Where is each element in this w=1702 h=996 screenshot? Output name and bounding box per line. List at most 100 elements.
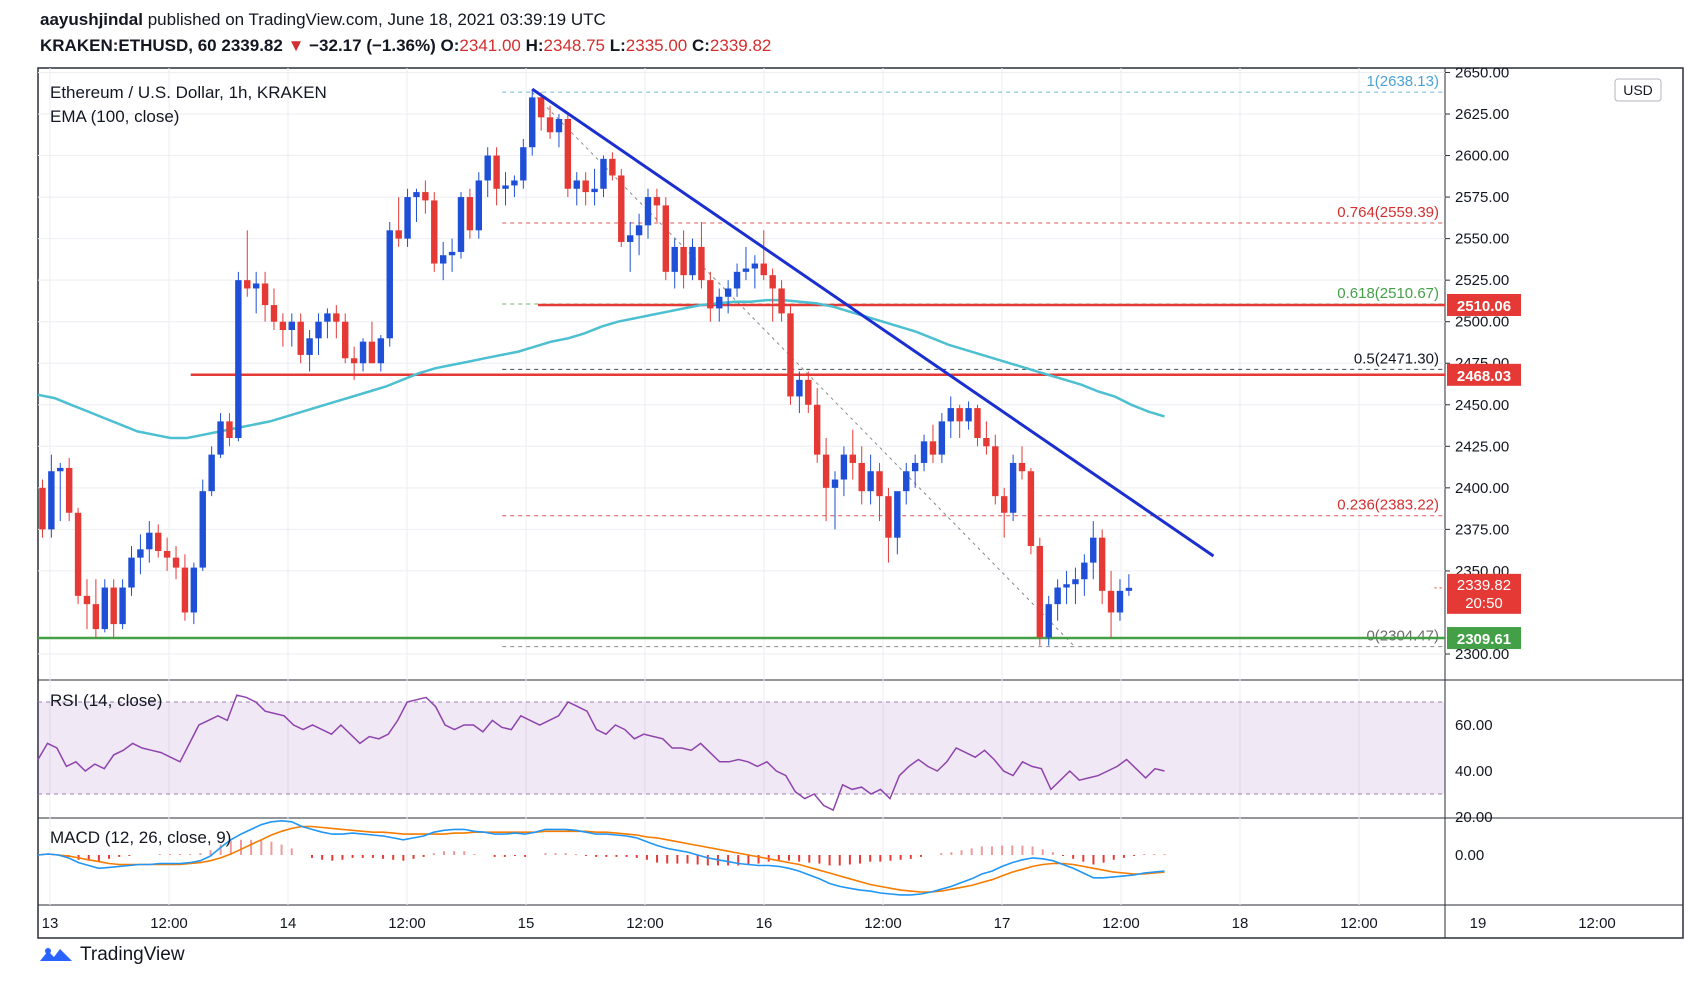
candle-body xyxy=(279,321,287,330)
candle-body xyxy=(635,225,643,236)
bearish-trendline xyxy=(531,87,1215,558)
candle-body xyxy=(74,512,82,596)
candle-body xyxy=(813,404,821,455)
candle-body xyxy=(707,280,714,309)
candle-body xyxy=(1125,587,1133,591)
down-arrow-icon: ▼ xyxy=(287,36,305,55)
symbol-line: KRAKEN:ETHUSD, 60 2339.82 ▼ −32.17 (−1.3… xyxy=(40,36,771,56)
candle-body xyxy=(1107,590,1115,613)
candle-body xyxy=(48,471,55,530)
candle-body xyxy=(671,246,678,272)
y-tick-label: 2450.00 xyxy=(1455,397,1509,414)
candle-body xyxy=(333,313,340,322)
y-tick-label: 2400.00 xyxy=(1455,480,1509,497)
candle-body xyxy=(894,491,901,538)
fib-level-label: 0.236(2383.22) xyxy=(1337,497,1439,514)
candle-body xyxy=(181,567,189,613)
y-tick-label: 2500.00 xyxy=(1455,314,1509,331)
candle-body xyxy=(929,441,937,455)
ema-line xyxy=(37,298,1165,440)
candle-body xyxy=(324,313,331,322)
candle-body xyxy=(787,313,794,397)
candle-body xyxy=(1054,587,1061,605)
tradingview-footer[interactable]: TradingView xyxy=(38,944,185,966)
candle-body xyxy=(974,408,981,438)
candle-body xyxy=(546,117,554,133)
candle-body xyxy=(1072,579,1079,585)
candle-body xyxy=(1027,471,1035,546)
candle-body xyxy=(270,305,278,322)
candle-body xyxy=(1098,537,1106,591)
candle-body xyxy=(484,155,491,181)
rsi-y-tick-label: 60.00 xyxy=(1455,717,1493,734)
x-tick-label: 13 xyxy=(42,915,59,932)
candle-body xyxy=(537,97,545,118)
chart-title: Ethereum / U.S. Dollar, 1h, KRAKEN xyxy=(50,83,327,102)
level-price-badge xyxy=(1447,627,1521,650)
last-price-badge xyxy=(1447,573,1521,614)
last-price-countdown: 20:50 xyxy=(1465,595,1503,612)
candle-body xyxy=(618,175,625,242)
level-price-badge xyxy=(1447,363,1521,386)
candle-body xyxy=(83,595,91,605)
candle-body xyxy=(529,97,536,148)
fib-level-label: 0.618(2510.67) xyxy=(1337,285,1439,302)
candle-body xyxy=(92,604,100,630)
candle-body xyxy=(626,235,634,242)
x-tick-label: 12:00 xyxy=(1578,915,1616,932)
candle-body xyxy=(511,180,518,186)
candle-body xyxy=(101,587,108,630)
candle-body xyxy=(65,467,73,513)
x-tick-label: 12:00 xyxy=(1340,915,1378,932)
candle-body xyxy=(1009,462,1017,513)
candle-body xyxy=(475,180,483,231)
macd-line xyxy=(37,819,1165,896)
level-price-badge-label: 2510.06 xyxy=(1457,298,1511,315)
candle-body xyxy=(1000,496,1008,513)
y-tick-label: 2300.00 xyxy=(1455,646,1509,663)
ema-legend: EMA (100, close) xyxy=(50,107,179,126)
candle-body xyxy=(840,454,848,480)
candle-body xyxy=(903,471,910,492)
x-tick-label: 17 xyxy=(994,915,1011,932)
candle-body xyxy=(778,288,785,314)
macd-signal-line xyxy=(37,825,1165,893)
candle-body xyxy=(235,280,242,438)
candle-body xyxy=(965,408,972,422)
currency-button[interactable] xyxy=(1614,78,1662,102)
last-price: 2339.82 xyxy=(221,36,283,55)
candle-body xyxy=(413,192,420,198)
candle-body xyxy=(217,421,224,455)
candle-body xyxy=(724,288,732,297)
candle-body xyxy=(1045,604,1052,638)
candle-body xyxy=(805,379,812,405)
candle-body xyxy=(252,283,260,289)
publisher-text: published on TradingView.com, June 18, 2… xyxy=(147,10,606,29)
rsi-y-tick-label: 40.00 xyxy=(1455,763,1493,780)
candle-body xyxy=(288,321,296,330)
candle-body xyxy=(502,185,509,189)
candle-body xyxy=(359,341,367,364)
fib-level-label: 1(2638.13) xyxy=(1366,73,1439,90)
y-tick-label: 2575.00 xyxy=(1455,189,1509,206)
fib-level-label: 0.5(2471.30) xyxy=(1354,350,1439,367)
high-label: H: xyxy=(525,36,544,55)
high-value: 2348.75 xyxy=(543,36,605,55)
candle-body xyxy=(831,479,839,488)
candle-body xyxy=(573,180,580,189)
publisher-user[interactable]: aayushjindal xyxy=(40,10,143,29)
tradingview-brand: TradingView xyxy=(80,944,185,965)
y-tick-label: 2525.00 xyxy=(1455,272,1509,289)
candle-body xyxy=(57,467,64,472)
candle-body xyxy=(920,441,928,463)
candle-body xyxy=(431,200,438,264)
candle-body xyxy=(342,321,349,359)
candle-body xyxy=(297,321,304,355)
candle-body xyxy=(1018,462,1026,472)
x-tick-label: 16 xyxy=(756,915,773,932)
candle-body xyxy=(822,454,830,488)
rsi-line xyxy=(37,694,1165,812)
y-tick-label: 2550.00 xyxy=(1455,231,1509,248)
x-tick-label: 14 xyxy=(280,915,297,932)
